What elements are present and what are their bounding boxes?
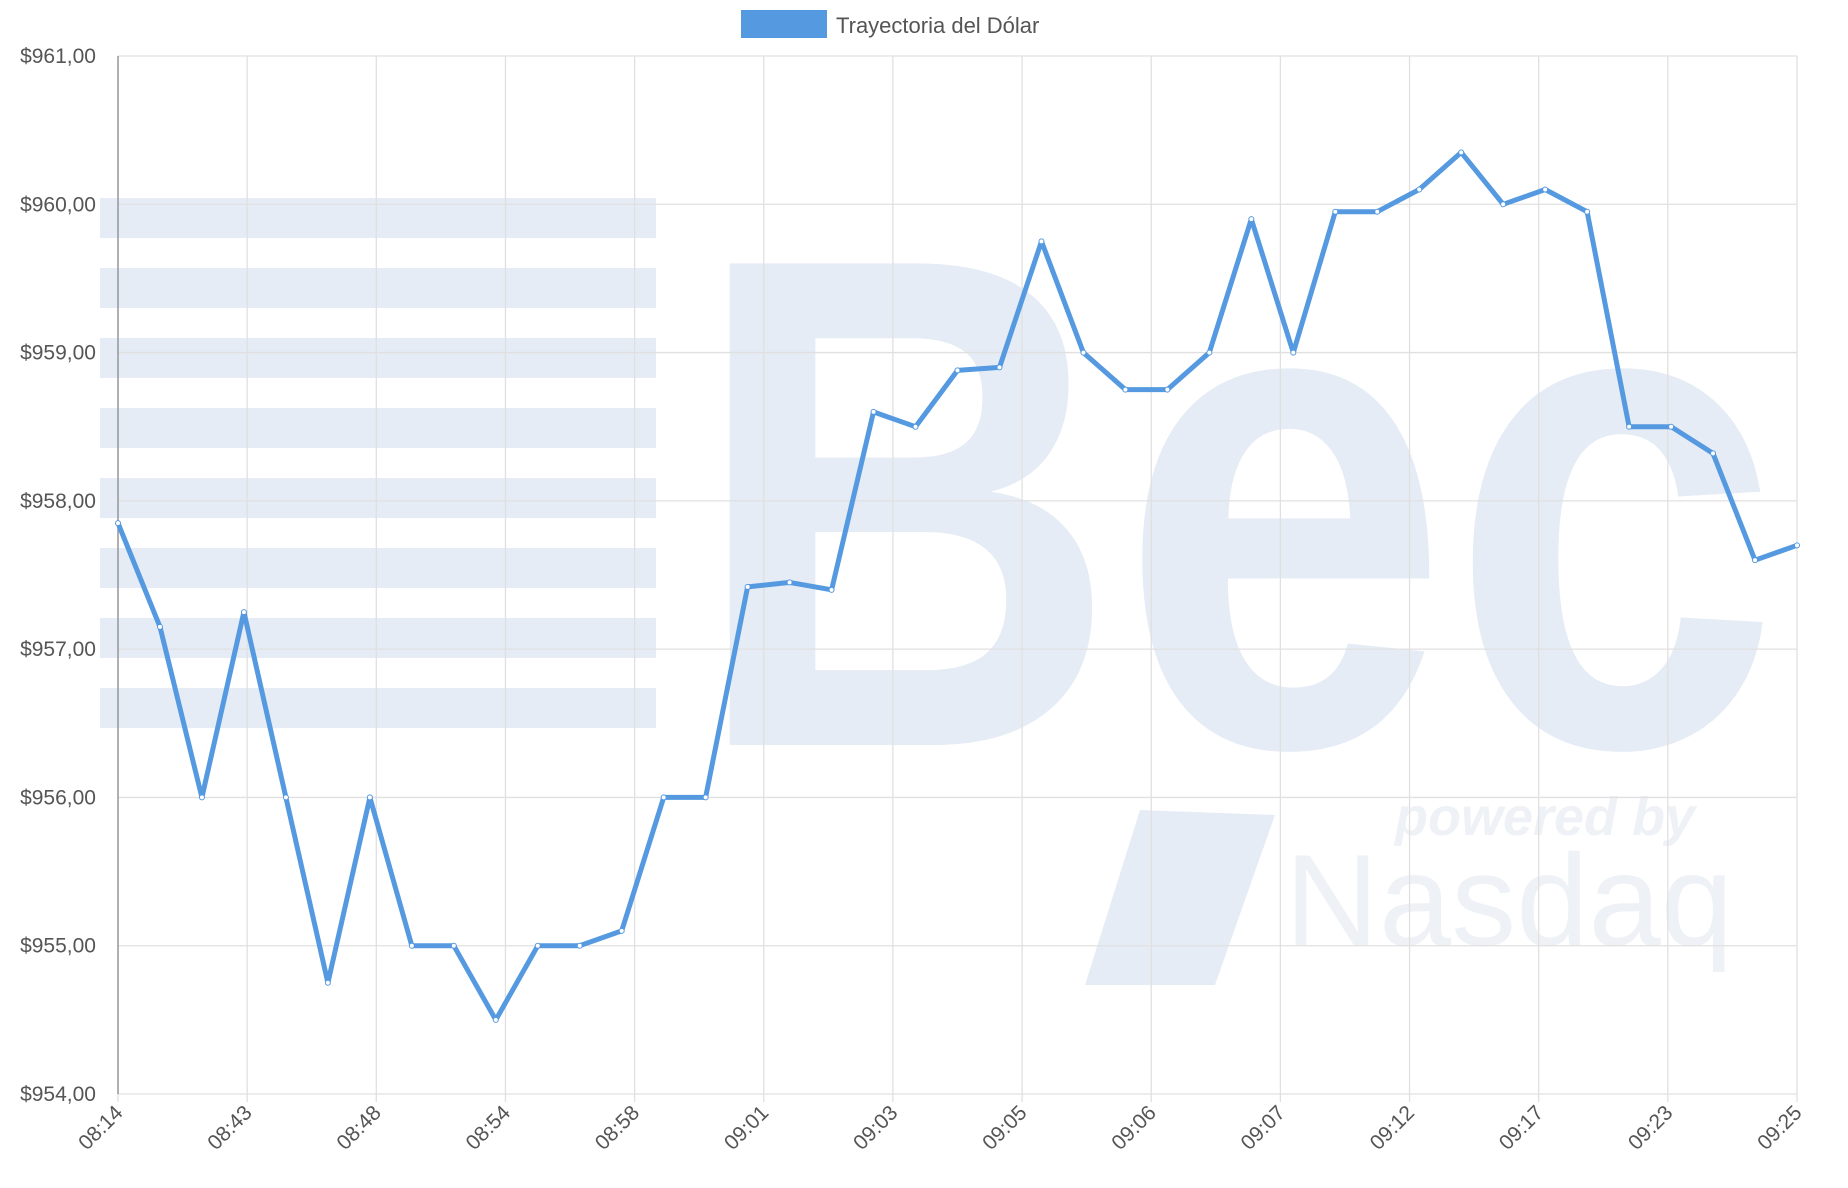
legend-swatch[interactable] (741, 10, 827, 38)
y-tick-label: $959,00 (20, 342, 96, 365)
legend-label[interactable]: Trayectoria del Dólar (836, 13, 1039, 38)
data-point[interactable] (828, 586, 835, 593)
x-tick-label: 09:23 (1624, 1101, 1677, 1154)
data-point[interactable] (1500, 201, 1507, 208)
data-point[interactable] (366, 794, 373, 801)
data-point[interactable] (1752, 557, 1759, 564)
data-point[interactable] (1122, 386, 1129, 393)
watermark-logo: Bec powered by Nasdaq (100, 112, 1780, 985)
y-tick-label: $960,00 (20, 193, 96, 216)
data-point[interactable] (786, 579, 793, 586)
legend[interactable]: Trayectoria del Dólar (741, 10, 1039, 38)
data-point[interactable] (996, 364, 1003, 371)
x-tick-label: 09:12 (1366, 1101, 1419, 1154)
x-tick-label: 09:25 (1753, 1101, 1806, 1154)
data-point[interactable] (954, 367, 961, 374)
data-point[interactable] (1458, 149, 1465, 156)
data-point[interactable] (1542, 186, 1549, 193)
data-point[interactable] (240, 609, 247, 616)
data-point[interactable] (1038, 238, 1045, 245)
data-point[interactable] (1416, 186, 1423, 193)
data-point[interactable] (156, 623, 163, 630)
data-point[interactable] (1290, 349, 1297, 356)
data-point[interactable] (492, 1016, 499, 1023)
data-point[interactable] (408, 942, 415, 949)
data-point[interactable] (1248, 216, 1255, 223)
chart-grid (117, 55, 1798, 1102)
data-point[interactable] (618, 927, 625, 934)
series-trayectoria (115, 149, 1800, 1023)
x-tick-label: 08:43 (203, 1101, 256, 1154)
data-point[interactable] (198, 794, 205, 801)
x-tick-label: 08:58 (591, 1101, 644, 1154)
watermark-logo-text: Bec (690, 112, 1780, 894)
x-tick-label: 08:48 (332, 1101, 385, 1154)
data-point[interactable] (324, 979, 331, 986)
x-tick-label: 09:06 (1107, 1101, 1160, 1154)
x-tick-label: 09:17 (1495, 1101, 1548, 1154)
data-point[interactable] (1626, 423, 1633, 430)
data-point[interactable] (870, 408, 877, 415)
data-point[interactable] (115, 520, 121, 527)
data-point[interactable] (1374, 208, 1381, 215)
watermark-partner: Nasdaq (1285, 827, 1733, 973)
data-point[interactable] (1332, 208, 1339, 215)
y-tick-label: $954,00 (20, 1083, 96, 1106)
data-point[interactable] (744, 583, 751, 590)
data-point[interactable] (282, 794, 289, 801)
x-tick-label: 08:14 (74, 1101, 128, 1155)
x-tick-label: 09:07 (1236, 1101, 1289, 1154)
x-tick-label: 09:03 (849, 1101, 902, 1154)
x-tick-label: 09:01 (720, 1101, 773, 1154)
data-point[interactable] (450, 942, 457, 949)
x-tick-label: 09:05 (978, 1101, 1031, 1154)
y-tick-label: $955,00 (20, 935, 96, 958)
x-axis: 08:14 08:43 08:48 08:54 08:58 09:01 09:03 09:05… (74, 1101, 1806, 1155)
watermark-stripes-icon (100, 198, 656, 728)
data-point[interactable] (1584, 208, 1591, 215)
data-point[interactable] (1080, 349, 1087, 356)
data-point[interactable] (534, 942, 541, 949)
data-point[interactable] (912, 423, 919, 430)
x-tick-label: 08:54 (462, 1101, 516, 1155)
y-tick-label: $958,00 (20, 490, 96, 513)
data-point[interactable] (576, 942, 583, 949)
data-point[interactable] (702, 794, 709, 801)
data-point[interactable] (1710, 450, 1717, 457)
data-point[interactable] (660, 794, 667, 801)
watermark-nasdaq-icon (1085, 810, 1275, 985)
y-tick-label: $961,00 (20, 45, 96, 68)
y-tick-label: $957,00 (20, 638, 96, 661)
data-point[interactable] (1164, 386, 1171, 393)
y-tick-label: $956,00 (20, 786, 96, 809)
data-point[interactable] (1668, 423, 1675, 430)
data-point[interactable] (1794, 542, 1800, 549)
data-point[interactable] (1206, 349, 1213, 356)
y-axis: $961,00 $960,00 $959,00 $958,00 $957,00 $956,… (20, 45, 96, 1106)
